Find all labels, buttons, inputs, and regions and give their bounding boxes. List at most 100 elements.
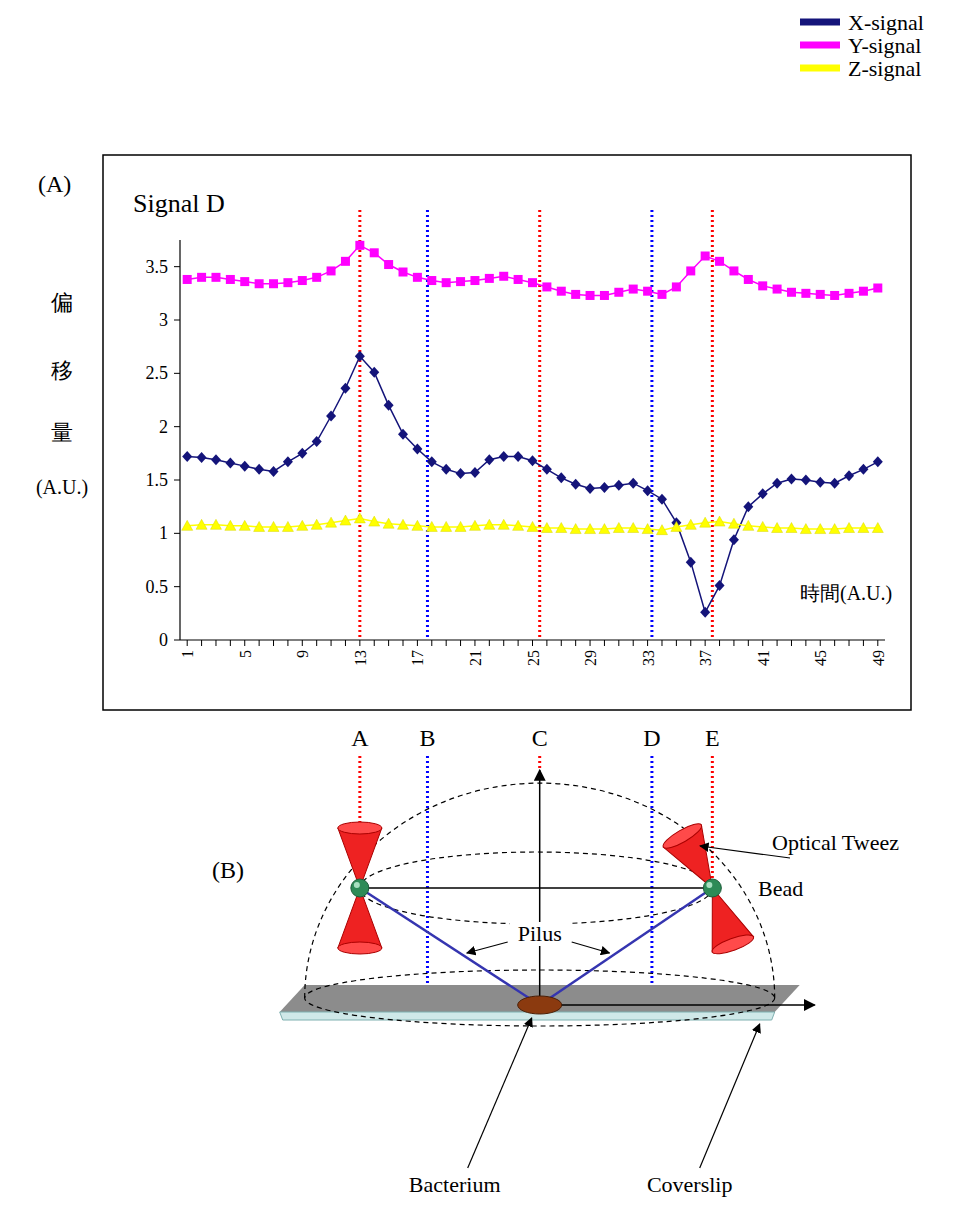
x-axis-title: 時間(A.U.): [800, 582, 892, 605]
point: [197, 452, 207, 463]
x-tick: [690, 640, 691, 646]
point: [369, 367, 379, 378]
point: [211, 273, 220, 282]
marker-line-lower: [711, 756, 714, 879]
x-tick: [215, 640, 216, 646]
point: [701, 252, 710, 261]
point: [226, 275, 235, 284]
point: [829, 524, 840, 534]
point: [729, 534, 739, 545]
x-tick: [287, 640, 288, 646]
diagram: [280, 770, 815, 1026]
y-tick-label: 1: [159, 523, 168, 543]
point: [858, 464, 868, 475]
point: [514, 275, 523, 284]
x-tick: [618, 640, 619, 646]
point: [801, 289, 810, 298]
point: [239, 520, 250, 530]
point: [211, 454, 221, 465]
marker-line: [426, 210, 429, 639]
x-tick: [805, 640, 806, 646]
x-tick: [446, 640, 447, 646]
x-tick: [791, 640, 792, 646]
point: [729, 266, 738, 275]
point: [685, 519, 696, 529]
leader-arrow: [572, 942, 610, 953]
marker-line-lower: [650, 756, 653, 985]
bead-circle: [360, 852, 713, 924]
x-tick: [388, 640, 389, 646]
point: [556, 472, 566, 483]
point: [441, 464, 451, 475]
x-tick-label: 45: [812, 650, 829, 666]
y-axis-title-part: 移: [51, 358, 73, 383]
point: [383, 518, 394, 528]
point: [787, 288, 796, 297]
point: [844, 470, 854, 481]
point: [845, 289, 854, 298]
point: [628, 523, 639, 533]
cone-base: [338, 942, 382, 954]
point: [585, 524, 596, 534]
y-tick-label: 1.5: [146, 470, 169, 490]
point: [528, 278, 537, 287]
y-tick: [174, 320, 180, 321]
pilus-line: [540, 888, 713, 1005]
point: [312, 273, 321, 282]
point: [629, 285, 638, 294]
point: [686, 266, 695, 275]
x-tick: [834, 640, 835, 646]
point: [657, 494, 667, 505]
leader-arrow: [467, 942, 508, 953]
y-tick: [174, 586, 180, 587]
point: [570, 524, 581, 534]
point: [715, 257, 724, 266]
point: [556, 523, 567, 533]
point: [269, 279, 278, 288]
point: [311, 519, 322, 529]
point: [613, 523, 624, 533]
series-line: [187, 356, 878, 612]
point: [714, 516, 725, 526]
marker-label: C: [532, 725, 548, 751]
x-tick: [187, 640, 188, 646]
x-tick: [719, 640, 720, 646]
x-tick: [546, 640, 547, 646]
x-tick-label: 49: [870, 650, 887, 666]
point: [470, 467, 480, 478]
point: [786, 523, 797, 533]
y-tick-label: 2: [159, 417, 168, 437]
chart-title: Signal D: [133, 189, 225, 218]
point: [628, 478, 638, 489]
marker-lines: [360, 210, 713, 985]
point: [298, 276, 307, 285]
point: [815, 477, 825, 488]
point: [485, 274, 494, 283]
cone-base: [660, 820, 704, 852]
point: [370, 248, 379, 257]
x-tick-label: 17: [409, 650, 426, 666]
leader-arrow: [468, 1018, 532, 1168]
point: [757, 521, 768, 531]
point: [858, 523, 869, 533]
x-tick: [489, 640, 490, 646]
point: [600, 291, 609, 300]
point: [743, 520, 754, 530]
point: [643, 485, 653, 496]
x-tick: [733, 640, 734, 646]
x-tick: [518, 640, 519, 646]
point: [254, 464, 264, 475]
x-tick-label: 29: [582, 650, 599, 666]
point: [297, 448, 307, 459]
point: [470, 276, 479, 285]
x-tick: [244, 640, 245, 646]
y-tick-label: 0.5: [146, 577, 169, 597]
point: [354, 513, 365, 523]
y-tick: [174, 373, 180, 374]
point: [268, 521, 279, 531]
point: [800, 524, 811, 534]
bead-label: Bead: [758, 876, 803, 901]
point: [269, 466, 279, 477]
bead-link: [360, 887, 713, 889]
marker-line-lower: [426, 756, 429, 985]
